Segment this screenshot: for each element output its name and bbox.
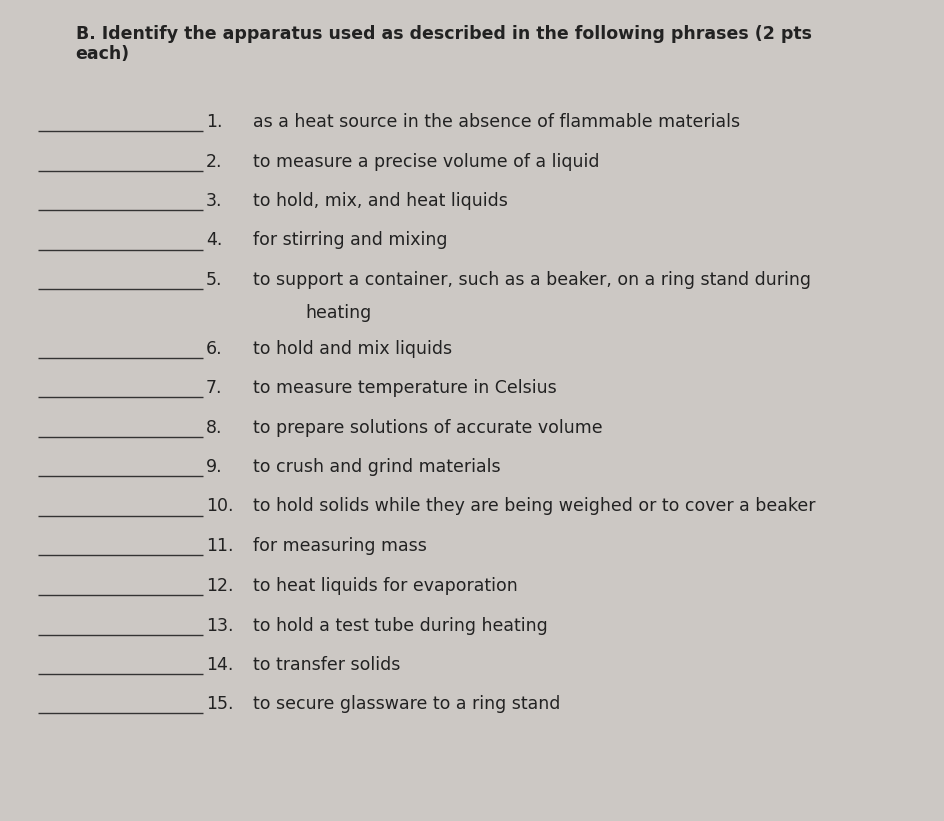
Text: 10.: 10. [206,498,233,516]
Text: 6.: 6. [206,340,223,358]
Text: 3.: 3. [206,192,222,210]
Text: 4.: 4. [206,232,222,250]
Text: to measure temperature in Celsius: to measure temperature in Celsius [253,379,557,397]
Text: to prepare solutions of accurate volume: to prepare solutions of accurate volume [253,419,602,437]
Text: to hold a test tube during heating: to hold a test tube during heating [253,617,548,635]
Text: 8.: 8. [206,419,222,437]
Text: 9.: 9. [206,458,223,476]
Text: as a heat source in the absence of flammable materials: as a heat source in the absence of flamm… [253,113,740,131]
Text: for stirring and mixing: for stirring and mixing [253,232,447,250]
Text: to support a container, such as a beaker, on a ring stand during: to support a container, such as a beaker… [253,271,811,289]
Text: to hold solids while they are being weighed or to cover a beaker: to hold solids while they are being weig… [253,498,816,516]
Text: to hold and mix liquids: to hold and mix liquids [253,340,452,358]
Text: 7.: 7. [206,379,222,397]
Text: to heat liquids for evaporation: to heat liquids for evaporation [253,577,517,595]
Text: 1.: 1. [206,113,222,131]
Text: 12.: 12. [206,577,233,595]
Text: heating: heating [305,304,371,322]
Text: for measuring mass: for measuring mass [253,537,427,555]
Text: to crush and grind materials: to crush and grind materials [253,458,500,476]
Text: to measure a precise volume of a liquid: to measure a precise volume of a liquid [253,153,599,171]
Text: 15.: 15. [206,695,233,713]
Text: B. Identify the apparatus used as described in the following phrases (2 pts
each: B. Identify the apparatus used as descri… [76,25,812,63]
Text: to secure glassware to a ring stand: to secure glassware to a ring stand [253,695,561,713]
Text: 14.: 14. [206,656,233,674]
Text: to transfer solids: to transfer solids [253,656,400,674]
Text: 2.: 2. [206,153,222,171]
Text: 5.: 5. [206,271,222,289]
Text: 11.: 11. [206,537,233,555]
Text: 13.: 13. [206,617,233,635]
Text: to hold, mix, and heat liquids: to hold, mix, and heat liquids [253,192,508,210]
